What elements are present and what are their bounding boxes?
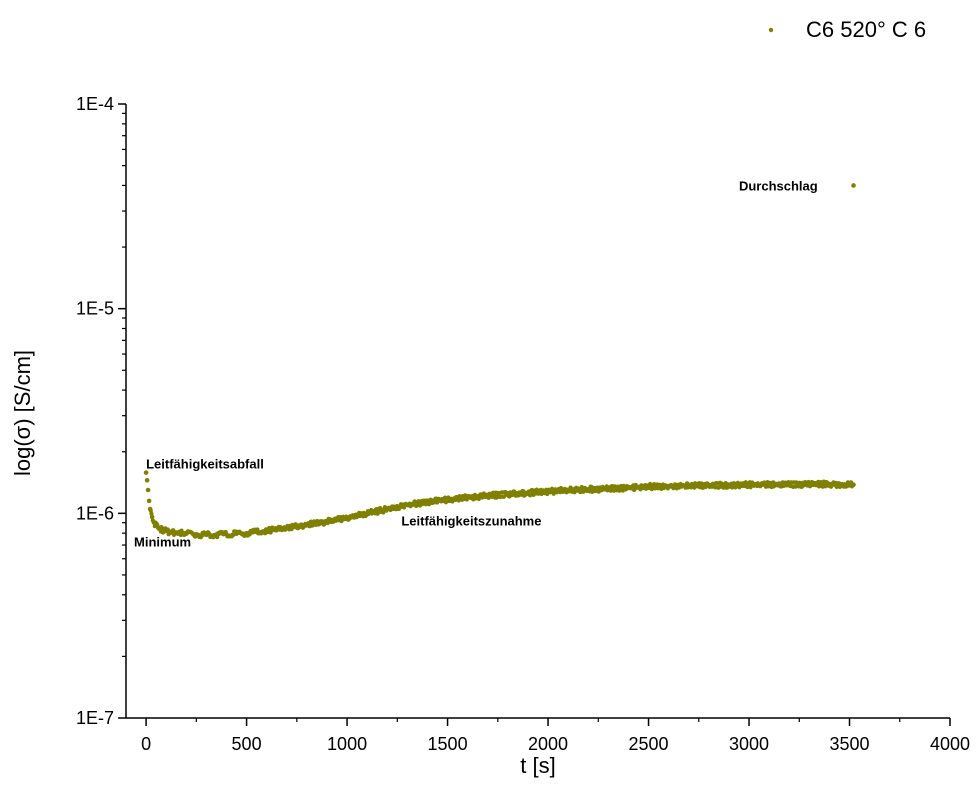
x-tick-label: 4000: [930, 734, 970, 754]
y-tick-label: 1E-6: [76, 503, 114, 523]
x-tick-label: 500: [232, 734, 262, 754]
x-tick-label: 2500: [629, 734, 669, 754]
x-ticks: 0 500 1000 1500 2000 2500 3000 3500 4000: [141, 718, 970, 754]
data-point: [144, 478, 150, 483]
x-tick-label: 3500: [829, 734, 869, 754]
data-point: [851, 482, 856, 488]
annotation-label: Minimum: [134, 534, 191, 549]
data-point: [146, 498, 152, 504]
data-point: [268, 530, 273, 535]
x-axis-title: t [s]: [520, 753, 555, 778]
data-point: [255, 527, 260, 532]
annotation-label: Leitfähigkeitszunahme: [401, 514, 541, 529]
y-tick-label: 1E-4: [76, 94, 114, 114]
x-tick-label: 3000: [729, 734, 769, 754]
annotation-label: Durchschlag: [739, 178, 818, 193]
data-points: [143, 183, 856, 540]
x-tick-label: 0: [141, 734, 151, 754]
y-axis-title: log(σ) [S/cm]: [10, 350, 35, 476]
annotations: Leitfähigkeitsabfall Minimum Leitfähigkeit…: [134, 178, 818, 549]
x-tick-label: 1000: [327, 734, 367, 754]
y-tick-label: 1E-7: [76, 708, 114, 728]
data-point: [851, 183, 856, 188]
data-point: [145, 487, 151, 493]
data-point: [149, 514, 155, 520]
legend: C6 520° C 6: [768, 17, 926, 42]
data-point: [143, 470, 149, 475]
x-tick-label: 1500: [428, 734, 468, 754]
y-tick-label: 1E-5: [76, 299, 114, 319]
legend-marker: [768, 27, 774, 33]
legend-label: C6 520° C 6: [806, 17, 926, 42]
y-axis: 1E-7 1E-6 1E-5 1E-4 log(σ) [S/cm]: [10, 94, 127, 728]
x-axis: 0 500 1000 1500 2000 2500 3000 3500 4000 t [s]: [126, 717, 970, 778]
annotation-label: Leitfähigkeitsabfall: [146, 457, 264, 472]
x-tick-label: 2000: [528, 734, 568, 754]
y-ticks: 1E-7 1E-6 1E-5 1E-4: [76, 94, 126, 728]
